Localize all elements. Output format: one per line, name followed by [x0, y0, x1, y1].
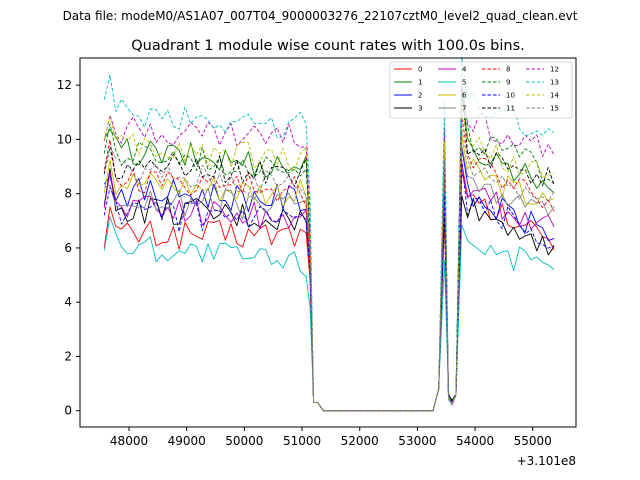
- x-tick-label: 54000: [456, 434, 494, 448]
- legend-label-1: 1: [418, 79, 422, 87]
- x-tick-label: 49000: [168, 434, 206, 448]
- series-line-6: [103, 135, 555, 412]
- y-axis-ticks: 0 2 4 6 8 10 12: [57, 78, 80, 418]
- series-line-11: [103, 84, 555, 412]
- legend-label-5: 5: [462, 79, 466, 87]
- series-line-10: [103, 159, 555, 412]
- legend-label-3: 3: [418, 105, 422, 113]
- x-tick-label: 55000: [514, 434, 552, 448]
- legend-label-15: 15: [550, 105, 559, 113]
- legend-label-0: 0: [418, 66, 422, 74]
- x-tick-label: 50000: [225, 434, 263, 448]
- y-tick-label: 4: [64, 295, 72, 309]
- y-tick-label: 8: [64, 187, 72, 201]
- legend-label-12: 12: [550, 66, 559, 74]
- y-tick-label: 0: [64, 404, 72, 418]
- y-tick-label: 10: [57, 132, 72, 146]
- series-line-8: [103, 116, 555, 412]
- legend-label-14: 14: [550, 92, 559, 100]
- series-line-14: [103, 106, 555, 412]
- x-tick-label: 52000: [341, 434, 379, 448]
- x-tick-label: 51000: [283, 434, 321, 448]
- legend-label-2: 2: [418, 92, 422, 100]
- chart-suptitle: Data file: modeM0/AS1A07_007T04_90000032…: [63, 9, 578, 23]
- series-line-2: [103, 147, 555, 412]
- legend-label-13: 13: [550, 79, 559, 87]
- y-tick-label: 6: [64, 241, 72, 255]
- y-tick-label: 12: [57, 78, 72, 92]
- legend-label-10: 10: [506, 92, 515, 100]
- x-axis-ticks: 48000 49000 50000 51000 52000 53000 54000 55000: [110, 427, 552, 448]
- series-line-9: [103, 82, 555, 412]
- x-tick-label: 53000: [398, 434, 436, 448]
- legend-label-8: 8: [506, 66, 510, 74]
- chart-title: Quadrant 1 module wise count rates with …: [131, 38, 525, 54]
- x-axis-offset-label: +3.101e8: [517, 454, 576, 468]
- x-tick-label: 48000: [110, 434, 148, 448]
- legend-box: [389, 61, 573, 119]
- series-line-4: [103, 170, 555, 412]
- axes-frame: [79, 57, 577, 428]
- series-line-12: [103, 83, 555, 412]
- series-line-15: [103, 129, 555, 412]
- legend-label-4: 4: [462, 66, 467, 74]
- legend-label-11: 11: [506, 105, 515, 113]
- legend-label-6: 6: [462, 92, 467, 100]
- legend-label-7: 7: [462, 105, 466, 113]
- series-line-0: [103, 163, 555, 412]
- series-line-5: [103, 216, 555, 412]
- y-tick-label: 2: [64, 349, 72, 363]
- legend-label-9: 9: [506, 79, 510, 87]
